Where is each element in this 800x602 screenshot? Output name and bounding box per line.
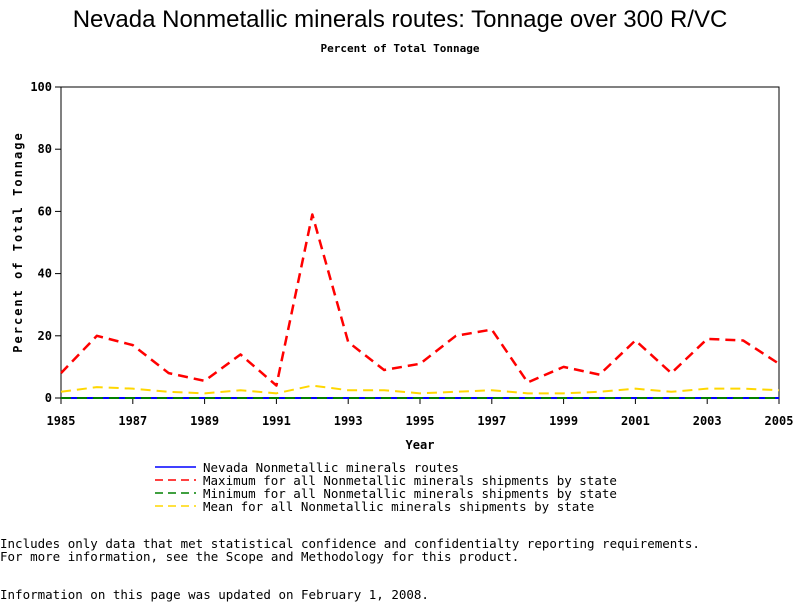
y-tick-label: 0 — [45, 391, 52, 405]
y-axis-label: Percent of Total Tonnage — [11, 131, 25, 352]
x-tick-label: 1997 — [477, 414, 506, 428]
y-tick-label: 80 — [38, 142, 52, 156]
x-tick-label: 2005 — [765, 414, 794, 428]
x-tick-label: 2001 — [621, 414, 650, 428]
y-axis-ticks: 0 20 40 60 80 100 — [30, 80, 61, 405]
x-tick-label: 1985 — [47, 414, 76, 428]
x-axis-ticks: 1985 1987 1989 1991 1993 1995 1997 1999 2001 2003… — [47, 398, 794, 428]
legend-label: Mean for all Nonmetallic minerals shipme… — [203, 499, 594, 514]
y-tick-label: 20 — [38, 329, 52, 343]
x-tick-label: 1993 — [334, 414, 363, 428]
x-tick-label: 1987 — [118, 414, 147, 428]
plot-frame — [60, 86, 780, 399]
footnote-confidence: Includes only data that met statistical … — [0, 536, 700, 551]
x-tick-label: 1999 — [549, 414, 578, 428]
footnote-updated: Information on this page was updated on … — [0, 587, 429, 602]
series-lines — [60, 213, 780, 399]
chart-subtitle: Percent of Total Tonnage — [320, 42, 480, 55]
x-tick-label: 1991 — [262, 414, 291, 428]
footnote-methodology: For more information, see the Scope and … — [0, 549, 520, 564]
y-tick-label: 60 — [38, 204, 52, 218]
y-tick-label: 40 — [38, 267, 52, 281]
legend-label: Maximum for all Nonmetallic minerals shi… — [203, 473, 617, 488]
x-tick-label: 1995 — [406, 414, 435, 428]
series-line-1 — [60, 213, 780, 387]
chart-title: Nevada Nonmetallic minerals routes: Tonn… — [72, 6, 728, 33]
legend-label: Minimum for all Nonmetallic minerals shi… — [203, 486, 617, 501]
legend: Nevada Nonmetallic minerals routesMaximu… — [155, 460, 617, 514]
legend-label: Nevada Nonmetallic minerals routes — [203, 460, 459, 475]
x-tick-label: 1989 — [190, 414, 219, 428]
series-line-3 — [60, 384, 780, 395]
y-tick-label: 100 — [30, 80, 52, 94]
x-tick-label: 2003 — [693, 414, 722, 428]
x-axis-label: Year — [406, 438, 435, 452]
